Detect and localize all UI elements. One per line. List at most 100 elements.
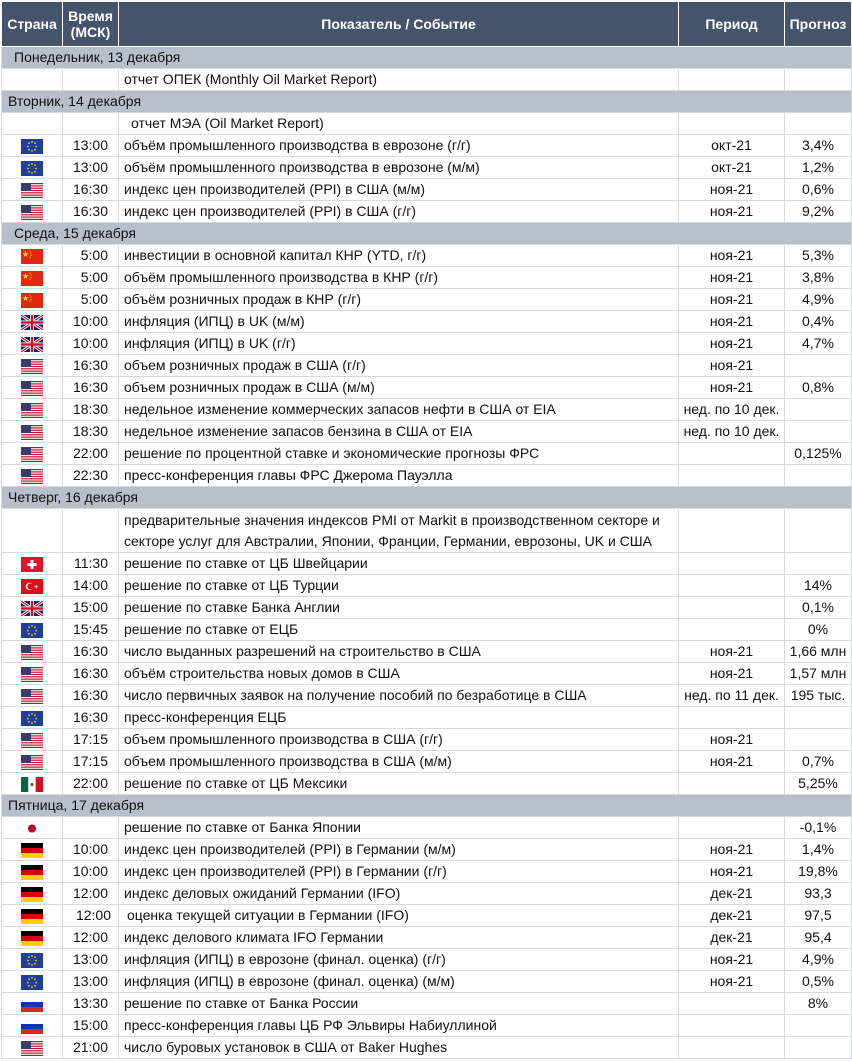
time-cell	[62, 508, 119, 553]
period-cell: ноя-21	[678, 332, 785, 355]
de-flag-icon	[21, 886, 43, 902]
forecast-cell: -0,1%	[784, 816, 852, 839]
country-cell	[1, 882, 63, 905]
ru-flag-icon	[21, 996, 43, 1012]
period-cell: нед. по 10 дек.	[678, 398, 785, 421]
country-cell	[1, 68, 63, 91]
forecast-cell: 0,8%	[784, 376, 852, 399]
event-cell: недельное изменение запасов бензина в СШ…	[118, 420, 679, 443]
header-country: Страна	[1, 1, 63, 47]
country-cell	[1, 750, 63, 773]
period-cell	[678, 464, 785, 487]
table-row: 16:30 пресс-конференция ЕЦБ	[1, 706, 852, 729]
us-flag-icon	[21, 644, 43, 660]
table-row: 10:00 инфляция (ИПЦ) в UK (г/г) ноя-21 4,7%	[1, 332, 852, 355]
time-cell: 16:30	[62, 640, 119, 663]
forecast-cell	[784, 68, 852, 91]
time-cell: 13:00	[62, 134, 119, 157]
day-label: Пятница, 17 декабря	[1, 794, 852, 817]
country-cell	[1, 640, 63, 663]
us-flag-icon	[21, 402, 43, 418]
table-row: 22:30 пресс-конференция главы ФРС Джерома…	[1, 464, 852, 487]
time-cell: 16:30	[62, 376, 119, 399]
country-cell	[1, 926, 63, 949]
table-row: 16:30 объем розничных продаж в США (г/г) н…	[1, 354, 852, 377]
time-cell: 16:30	[62, 178, 119, 201]
day-label: Понедельник, 13 декабря	[1, 46, 852, 69]
period-cell	[678, 552, 785, 575]
period-cell	[678, 68, 785, 91]
time-cell: 16:30	[62, 684, 119, 707]
event-cell: решение по ставке от ЦБ Швейцарии	[118, 552, 679, 575]
us-flag-icon	[21, 424, 43, 440]
period-cell: ноя-21	[678, 728, 785, 751]
table-row: 10:00 индекс цен производителей (PPI) в Г…	[1, 860, 852, 883]
event-cell: индекс цен производителей (PPI) в США (г…	[118, 200, 679, 223]
time-cell: 16:30	[62, 354, 119, 377]
period-cell: ноя-21	[678, 244, 785, 267]
time-cell: 13:00	[62, 948, 119, 971]
period-cell: ноя-21	[678, 640, 785, 663]
event-cell: инфляция (ИПЦ) в еврозоне (финал. оценка…	[118, 948, 679, 971]
event-cell: решение по ставке от Банка России	[118, 992, 679, 1015]
country-cell	[1, 838, 63, 861]
cn-flag-icon	[21, 270, 43, 286]
forecast-cell: 0,4%	[784, 310, 852, 333]
table-row: 17:15 объем промышленного производства в …	[1, 750, 852, 773]
header-row: Страна Время (МСК) Показатель / Событие …	[1, 1, 852, 47]
day-header-row: Вторник, 14 декабря	[1, 90, 852, 113]
period-cell: ноя-21	[678, 354, 785, 377]
period-cell: ноя-21	[678, 970, 785, 993]
time-cell: 15:00	[62, 1014, 119, 1037]
time-cell: 16:30	[62, 200, 119, 223]
time-cell: 22:00	[62, 442, 119, 465]
time-cell: 13:00	[62, 156, 119, 179]
period-cell: ноя-21	[678, 838, 785, 861]
event-cell: решение по ставке от ЦБ Мексики	[118, 772, 679, 795]
period-cell: окт-21	[678, 134, 785, 157]
forecast-cell	[784, 420, 852, 443]
header-period: Период	[678, 1, 785, 47]
table-row: предварительные значения индексов PMI от…	[1, 508, 852, 553]
event-cell: индекс деловых ожиданий Германии (IFO)	[118, 882, 679, 905]
us-flag-icon	[21, 468, 43, 484]
us-flag-icon	[21, 182, 43, 198]
country-cell	[1, 354, 63, 377]
country-cell	[1, 992, 63, 1015]
country-cell	[1, 376, 63, 399]
header-event: Показатель / Событие	[118, 1, 679, 47]
forecast-cell: 14%	[784, 574, 852, 597]
forecast-cell: 1,66 млн	[784, 640, 852, 663]
forecast-cell: 5,25%	[784, 772, 852, 795]
event-cell: пресс-конференция главы ФРС Джерома Пауэ…	[118, 464, 679, 487]
event-cell: решение по ставке от ЦБ Турции	[118, 574, 679, 597]
forecast-cell: 0,125%	[784, 442, 852, 465]
header-time-line2: (МСК)	[70, 24, 111, 40]
country-cell	[1, 442, 63, 465]
day-header-row: Понедельник, 13 декабря	[1, 46, 852, 69]
forecast-cell: 3,4%	[784, 134, 852, 157]
table-row: 12:00 индекс делового климата IFO Германи…	[1, 926, 852, 949]
table-row: 22:00 решение по ставке от ЦБ Мексики 5,25…	[1, 772, 852, 795]
us-flag-icon	[21, 666, 43, 682]
event-cell: объём розничных продаж в КНР (г/г)	[118, 288, 679, 311]
country-cell	[1, 904, 63, 927]
tr-flag-icon	[21, 578, 43, 594]
mx-flag-icon	[21, 776, 43, 792]
time-cell: 5:00	[62, 266, 119, 289]
us-flag-icon	[21, 688, 43, 704]
period-cell	[678, 1014, 785, 1037]
country-cell	[1, 200, 63, 223]
eu-flag-icon	[21, 974, 43, 990]
eu-flag-icon	[21, 710, 43, 726]
time-cell: 15:45	[62, 618, 119, 641]
forecast-cell: 4,7%	[784, 332, 852, 355]
event-cell: пресс-конференция главы ЦБ РФ Эльвиры На…	[118, 1014, 679, 1037]
time-cell: 10:00	[62, 332, 119, 355]
country-cell	[1, 178, 63, 201]
country-cell	[1, 112, 63, 135]
forecast-cell	[784, 464, 852, 487]
country-cell	[1, 508, 63, 553]
de-flag-icon	[21, 908, 43, 924]
event-cell: объем розничных продаж в США (г/г)	[118, 354, 679, 377]
